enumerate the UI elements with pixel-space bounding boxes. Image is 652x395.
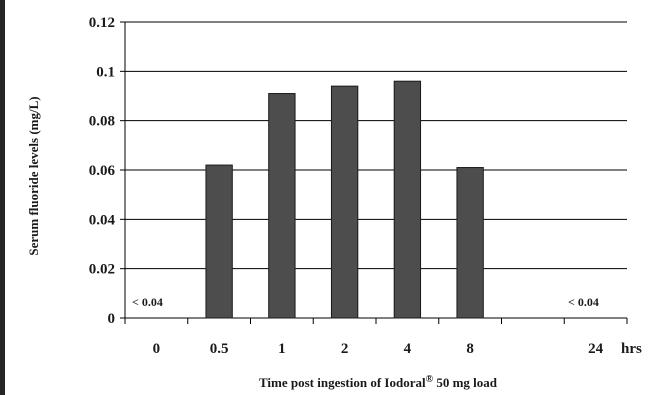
x-tick-label: 0.5: [210, 341, 229, 357]
bar: [393, 80, 422, 319]
x-tick-label: 2: [341, 341, 349, 357]
x-tick-label: 8: [466, 341, 474, 357]
y-tick-label: 0.02: [89, 262, 115, 278]
bar: [456, 167, 484, 319]
y-axis-ticks: 0 0.02 0.04 0.06 0.08 0.1 0.12: [89, 15, 125, 327]
x-axis-title: Time post ingestion of Iodoral® 50 mg lo…: [259, 374, 498, 390]
left-edge-strip: [0, 0, 5, 395]
y-tick-label: 0.12: [89, 15, 115, 31]
x-tick-label: 0: [153, 341, 161, 357]
note-left: < 0.04: [132, 295, 163, 309]
note-right: < 0.04: [568, 295, 599, 309]
bar: [330, 85, 359, 319]
bars: [205, 80, 484, 319]
x-unit-label: hrs: [621, 341, 642, 357]
x-tick-label: 24: [588, 341, 604, 357]
y-axis-title: Serum fluoride levels (mg/L): [26, 96, 41, 255]
y-tick-label: 0.06: [89, 163, 116, 179]
y-tick-label: 0.08: [89, 114, 115, 130]
y-tick-label: 0.04: [89, 212, 116, 228]
x-axis-ticks: 0 0.5 1 2 4 8 24: [124, 318, 628, 357]
x-axis-title-suffix: 50 mg load: [433, 375, 498, 390]
x-axis-title-prefix: Time post ingestion of Iodoral: [259, 375, 426, 390]
x-tick-label: 1: [278, 341, 286, 357]
x-tick-label: 4: [404, 341, 412, 357]
y-tick-label: 0: [108, 311, 116, 327]
y-tick-label: 0.1: [96, 64, 115, 80]
registered-mark: ®: [426, 374, 434, 385]
bar: [268, 93, 296, 319]
bar: [205, 164, 233, 319]
gridlines: [125, 21, 627, 270]
